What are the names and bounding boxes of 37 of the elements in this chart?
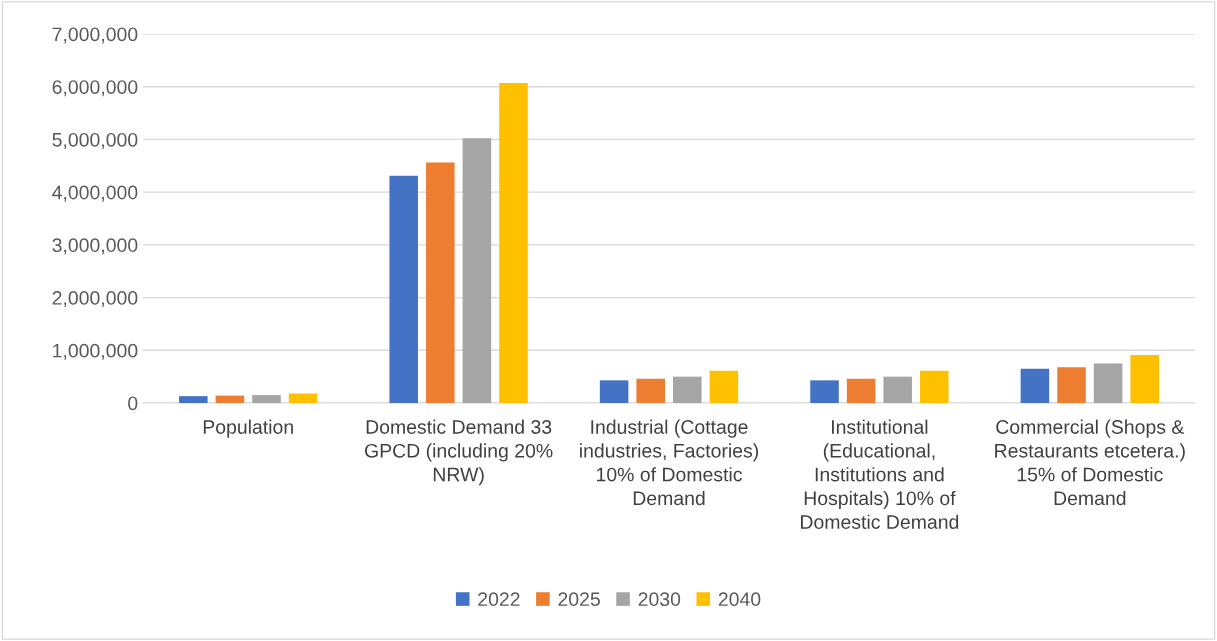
y-tick-label: 3,000,000 (52, 238, 138, 255)
bar (810, 380, 839, 403)
bar (599, 380, 629, 403)
bar (709, 370, 739, 403)
legend-label: 2025 (558, 592, 600, 607)
bar (462, 138, 492, 403)
bar (215, 395, 245, 403)
y-tick-label: 4,000,000 (52, 185, 138, 202)
bar (499, 83, 528, 403)
bar (673, 376, 702, 403)
bar (389, 175, 418, 403)
legend-label: 2030 (638, 592, 681, 607)
bar (252, 395, 281, 403)
bar (1020, 368, 1050, 403)
bar (179, 396, 208, 403)
bar (846, 378, 876, 403)
bar (426, 162, 455, 403)
x-tick-label: Industrial (Cottage industries, Factories) 10% of Domestic Demand (580, 419, 759, 506)
bar (1093, 363, 1123, 403)
y-tick-label: 2,000,000 (52, 291, 138, 308)
x-tick-label: Institutional (Educational, Institutions and Hospitals) 10% of Domestic Demand (801, 419, 959, 529)
y-tick-label: 5,000,000 (52, 132, 138, 149)
y-tick-label: 7,000,000 (52, 27, 138, 44)
bar (1057, 367, 1086, 403)
bar (1130, 355, 1159, 403)
y-tick-label: 1,000,000 (53, 343, 138, 360)
x-tick-label: Population (203, 419, 293, 438)
legend-label: 2022 (478, 592, 520, 607)
legend-label: 2040 (718, 592, 761, 607)
y-tick-label: 6,000,000 (52, 80, 138, 97)
y-tick-label: 0 (128, 396, 138, 411)
x-tick-label: Commercial (Shops & Restaurants etcetera.) 15% of Domestic Demand (995, 419, 1185, 506)
bar (883, 376, 912, 403)
x-tick-label: Domestic Demand 33 GPCD (including 20% NRW) (365, 419, 553, 486)
bar (920, 370, 949, 403)
bar (288, 393, 318, 403)
bar (636, 378, 665, 403)
